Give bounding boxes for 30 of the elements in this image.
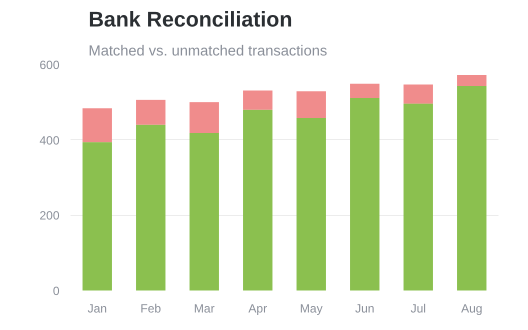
bar [404,104,433,290]
bar [296,91,326,118]
chart-title: Bank Reconciliation [88,8,292,32]
x-tick-label: May [300,302,323,316]
chart-subtitle: Matched vs. unmatched transactions [88,44,328,60]
x-tick-label: Mar [194,302,215,316]
bar [190,102,219,134]
y-tick-label: 200 [39,208,60,223]
x-tick-label: Jan [88,302,107,316]
bar [457,75,486,86]
bar [136,100,166,125]
x-tick-label: Apr [248,302,268,316]
y-tick-label: 0 [52,284,60,298]
y-tick-label: 600 [39,58,60,72]
bar [190,133,219,290]
bar [243,90,272,110]
bar [350,98,380,290]
bar [457,86,486,290]
x-tick-label: Aug [461,302,482,316]
bar [296,118,326,290]
bar [243,110,272,290]
bar [136,124,166,290]
bar [82,142,112,290]
y-tick-label: 400 [39,133,60,148]
bar [82,108,112,142]
bar [350,84,380,98]
x-tick-label: Jul [410,302,426,316]
x-tick-label: Jun [355,302,374,316]
x-tick-label: Feb [140,302,162,316]
bar [404,84,433,104]
